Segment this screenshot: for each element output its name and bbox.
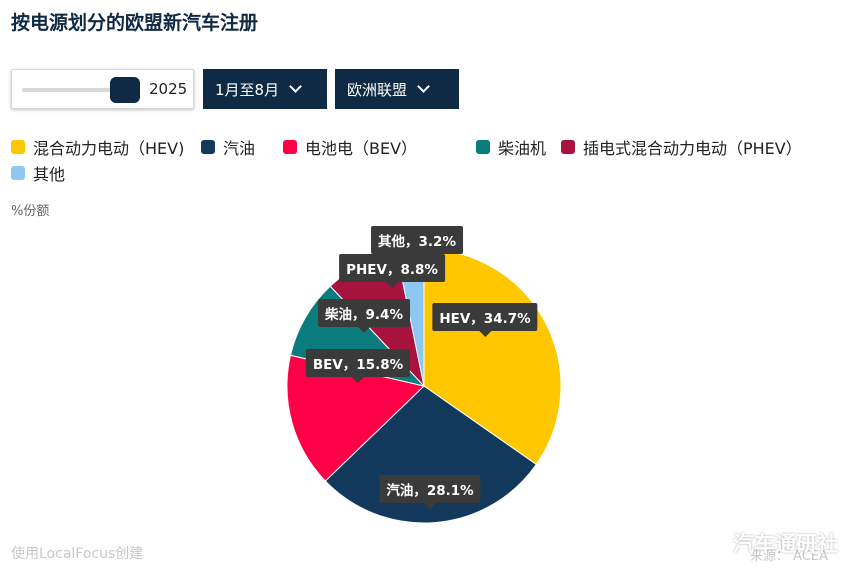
slice-label-hev: HEV，34.7% [432, 303, 538, 337]
months-dropdown[interactable]: 1月至8月 [203, 69, 327, 109]
legend-swatch-petrol [201, 140, 215, 154]
region-dropdown-label: 欧洲联盟 [347, 80, 408, 99]
legend-label-hev: 混合动力电动（HEV) [33, 139, 185, 158]
slice-label-petrol: 汽油，28.1% [379, 475, 481, 509]
legend-swatch-other [11, 166, 25, 180]
credit-link[interactable]: 使用LocalFocus创建 [11, 546, 144, 562]
legend-label-phev: 插电式混合动力电动（PHEV） [583, 139, 802, 158]
legend-label-diesel: 柴油机 [498, 139, 547, 158]
slice-label-diesel: 柴油，9.4% [318, 299, 410, 333]
legend-item-diesel[interactable]: 柴油机 [476, 135, 546, 159]
slice-label-other: 其他，3.2% [371, 226, 463, 260]
legend-swatch-bev [283, 140, 297, 154]
legend-item-bev[interactable]: 电池电（BEV） [283, 135, 417, 159]
legend-label-other: 其他 [33, 165, 66, 184]
pie-slice-bev[interactable] [286, 354, 426, 482]
legend-item-hev[interactable]: 混合动力电动（HEV) [11, 135, 184, 159]
months-dropdown-label: 1月至8月 [215, 80, 280, 99]
chart-title: 按电源划分的欧盟新汽车注册 [11, 12, 259, 34]
slider-value: 2025 [149, 80, 188, 98]
legend-item-petrol[interactable]: 汽油 [201, 135, 255, 159]
legend-item-other[interactable]: 其他 [11, 161, 65, 185]
legend-label-petrol: 汽油 [223, 139, 256, 158]
unit-label: %份额 [11, 204, 50, 219]
region-dropdown[interactable]: 欧洲联盟 [335, 69, 459, 109]
slider-track[interactable] [22, 88, 118, 92]
slice-label-phev: PHEV，8.8% [339, 254, 445, 288]
slice-label-bev: BEV，15.8% [305, 349, 411, 383]
pie-slice-petrol[interactable] [324, 385, 538, 524]
legend-label-bev: 电池电（BEV） [305, 139, 418, 158]
watermark: 汽车通研社 [733, 532, 838, 556]
legend-swatch-diesel [476, 140, 490, 154]
legend-swatch-phev [561, 140, 575, 154]
slider-thumb[interactable] [110, 77, 140, 103]
legend-item-phev[interactable]: 插电式混合动力电动（PHEV） [561, 135, 802, 159]
legend-swatch-hev [11, 140, 25, 154]
source-note: 来源： ACEA [750, 549, 828, 564]
year-slider[interactable]: 2025 [11, 69, 194, 109]
